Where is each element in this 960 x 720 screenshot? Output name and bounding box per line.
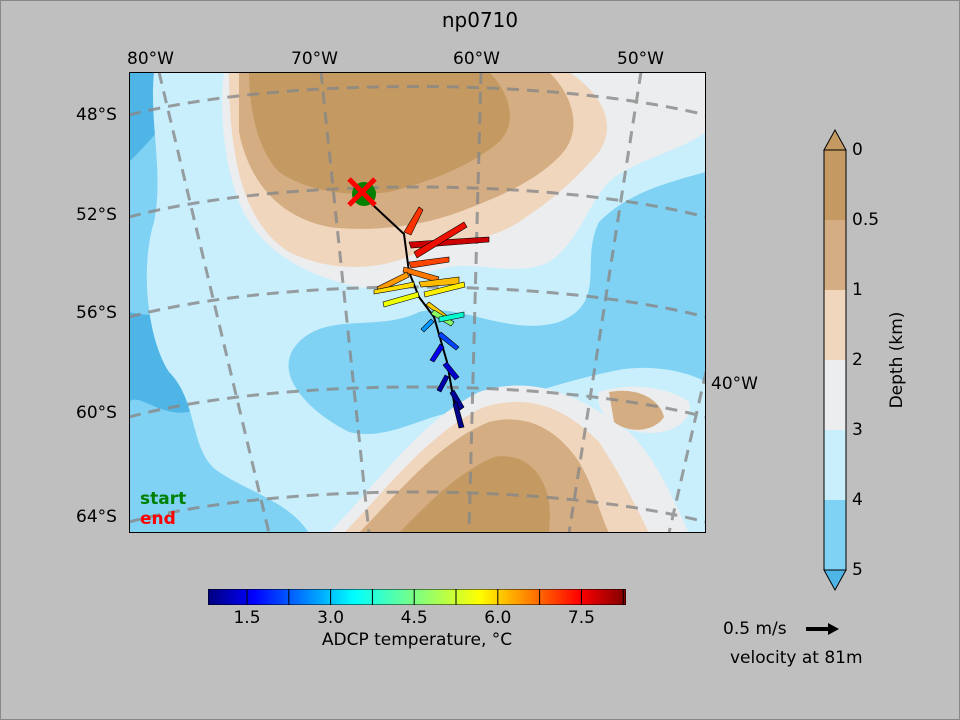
depth-band: [824, 150, 846, 220]
velocity-arrow: [403, 206, 424, 236]
lat-label-52s: 52°S: [76, 205, 117, 225]
lat-label-64s: 64°S: [76, 507, 117, 527]
depth-colorbar-top-extend: [823, 128, 847, 151]
velocity-arrow: [449, 389, 465, 411]
velocity-arrow: [408, 256, 450, 269]
temperature-tick-label: 7.5: [567, 608, 595, 628]
quiver-key-speed: 0.5 m/s: [723, 619, 787, 639]
velocity-arrows: [373, 206, 490, 429]
land-dark-north: [249, 72, 510, 194]
lat-label-60s: 60°S: [76, 403, 117, 423]
depth-tick-label: 1: [852, 280, 863, 300]
depth-band: [824, 500, 846, 570]
end-marker: [347, 177, 377, 207]
depth-tick-label: 0: [852, 140, 863, 160]
velocity-arrow: [438, 311, 465, 323]
plot-title: np0710: [441, 8, 519, 32]
depth-tick-label: 0.5: [852, 210, 880, 230]
lat-label-56s: 56°S: [76, 303, 117, 323]
temperature-tick-label: 3.0: [317, 608, 345, 628]
map-border: [129, 72, 706, 533]
lon-label-70w: 70°W: [291, 49, 338, 69]
deep-patch-2: [547, 329, 601, 376]
depth-tick-label: 3: [852, 420, 863, 440]
velocity-arrow: [429, 343, 445, 363]
land-islands: [609, 390, 664, 430]
lat-label-48s: 48°S: [76, 105, 117, 125]
velocity-depth-label: velocity at 81m: [730, 648, 863, 668]
depth-colorbar: [823, 128, 847, 592]
depth-band: [824, 220, 846, 290]
depth-tick-label: 2: [852, 350, 863, 370]
velocity-arrow: [436, 374, 450, 393]
temperature-tick-label: 1.5: [233, 608, 261, 628]
velocity-arrow: [420, 318, 435, 333]
quiver-key-arrow: [806, 623, 839, 635]
velocity-arrow: [452, 401, 465, 429]
depth-band: [824, 290, 846, 360]
legend-end: end: [140, 509, 176, 529]
map-panel: [129, 72, 706, 533]
lon-label-80w: 80°W: [127, 49, 174, 69]
land-dark-south: [399, 456, 550, 533]
velocity-arrow: [423, 281, 466, 298]
lon-label-50w: 50°W: [617, 49, 664, 69]
temperature-colorbar-label: ADCP temperature, °C: [321, 630, 513, 650]
velocity-arrow: [442, 361, 460, 381]
temperature-tick-label: 6.0: [484, 608, 512, 628]
velocity-arrow: [413, 221, 468, 259]
depth-colorbar-bottom-extend: [823, 569, 847, 592]
temperature-colorbar: [208, 589, 626, 605]
lon-label-60w: 60°W: [453, 49, 500, 69]
temperature-gradient: [208, 589, 626, 605]
lon-label-40w: 40°W: [711, 374, 758, 394]
depth-band: [824, 430, 846, 500]
deep-patch-1: [329, 359, 409, 419]
legend-start: start: [140, 489, 187, 509]
depth-tick-label: 4: [852, 490, 863, 510]
velocity-arrow: [382, 291, 420, 308]
velocity-arrow: [437, 331, 460, 351]
velocity-arrow: [373, 281, 415, 295]
depth-band: [824, 360, 846, 430]
depth-tick-label: 5: [852, 560, 863, 580]
temperature-tick-label: 4.5: [400, 608, 428, 628]
depth-colorbar-label: Depth (km): [887, 311, 907, 409]
